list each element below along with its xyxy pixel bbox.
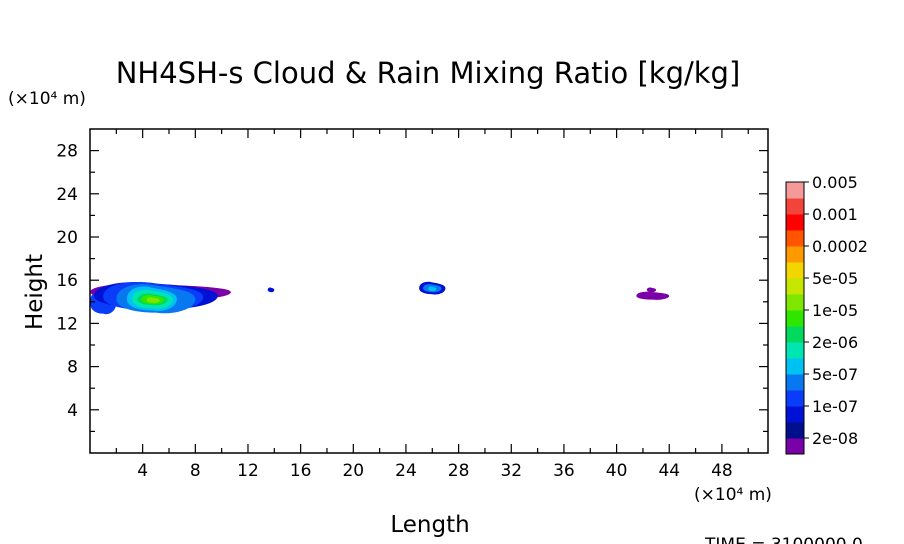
colorbar-swatch xyxy=(786,182,804,199)
data-blob xyxy=(428,286,437,292)
chart-title: NH4SH-s Cloud & Rain Mixing Ratio [kg/kg… xyxy=(116,56,741,90)
y-axis-label: Height xyxy=(22,254,48,330)
y-tick-label: 12 xyxy=(56,314,78,334)
colorbar-swatch xyxy=(786,310,804,327)
x-axis-label: Length xyxy=(390,512,469,538)
colorbar-label: 2e-08 xyxy=(812,429,858,448)
x-tick-label: 24 xyxy=(395,461,417,481)
x-tick-label: 12 xyxy=(237,461,259,481)
x-tick-label: 40 xyxy=(606,461,628,481)
x-tick-label: 16 xyxy=(290,461,312,481)
colorbar-swatch xyxy=(786,358,804,375)
data-layer xyxy=(90,281,670,315)
colorbar-label: 0.005 xyxy=(812,173,858,192)
x-tick-label: 28 xyxy=(448,461,470,481)
colorbar-swatch xyxy=(786,230,804,247)
colorbar-label: 1e-05 xyxy=(812,301,858,320)
data-blob xyxy=(267,287,275,293)
colorbar-swatch xyxy=(786,294,804,311)
x-tick-label: 48 xyxy=(711,461,733,481)
colorbar-swatch xyxy=(786,342,804,359)
colorbar-swatch xyxy=(786,326,804,343)
data-blob xyxy=(146,297,160,304)
colorbar: 2e-08 1e-07 5e-07 2e-06 1e-05 5e-05 0.0002 0.00… xyxy=(785,173,868,455)
colorbar-swatch xyxy=(786,198,804,215)
x-tick-label: 36 xyxy=(553,461,575,481)
data-blob xyxy=(646,287,657,293)
colorbar-frame xyxy=(785,181,805,455)
colorbar-swatch xyxy=(786,406,804,423)
colorbar-swatch xyxy=(786,374,804,391)
plot-frame xyxy=(89,128,769,454)
colorbar-label: 2e-06 xyxy=(812,333,858,352)
x-tick-label: 4 xyxy=(137,461,148,481)
time-label: TIME = 3100000.0 xyxy=(704,535,863,544)
x-tick-label: 32 xyxy=(500,461,522,481)
colorbar-label: 0.0002 xyxy=(812,237,868,256)
colorbar-swatch xyxy=(786,422,804,439)
y-tick-label: 20 xyxy=(56,228,78,248)
x-tick-label: 20 xyxy=(342,461,364,481)
colorbar-label: 1e-07 xyxy=(812,397,858,416)
colorbar-swatch xyxy=(786,278,804,295)
x-tick-label: 8 xyxy=(190,461,201,481)
y-tick-label: 16 xyxy=(56,271,78,291)
x-tick-label: 44 xyxy=(658,461,680,481)
colorbar-swatch xyxy=(786,390,804,407)
colorbar-label: 5e-05 xyxy=(812,269,858,288)
y-tick-label: 24 xyxy=(56,185,78,205)
colorbar-swatch xyxy=(786,438,804,455)
colorbar-label: 0.001 xyxy=(812,205,858,224)
colorbar-swatch xyxy=(786,262,804,279)
colorbar-swatch xyxy=(786,214,804,231)
colorbar-label: 5e-07 xyxy=(812,365,858,384)
y-unit-label: (×10⁴ m) xyxy=(8,89,86,109)
x-unit-label: (×10⁴ m) xyxy=(694,485,772,505)
data-blob xyxy=(636,291,670,300)
colorbar-swatch xyxy=(786,246,804,263)
y-tick-label: 4 xyxy=(67,401,78,421)
y-tick-label: 8 xyxy=(67,358,78,378)
y-tick-label: 28 xyxy=(56,142,78,162)
